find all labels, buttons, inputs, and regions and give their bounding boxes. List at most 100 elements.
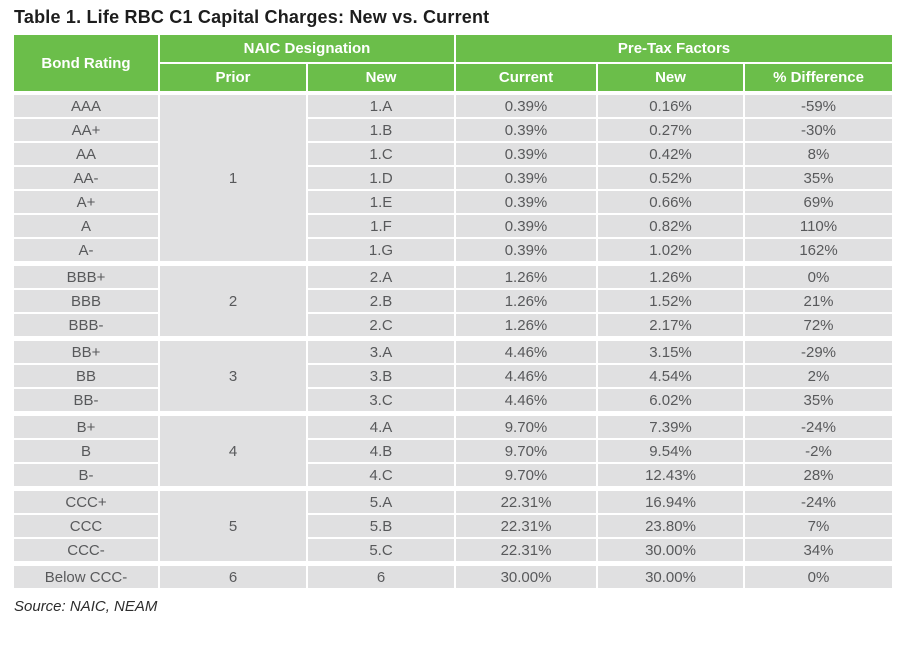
new-factor-cell: 3.15% [598, 338, 743, 363]
current-factor-cell: 0.39% [456, 93, 596, 117]
new-factor-cell: 1.26% [598, 263, 743, 288]
naic-new-cell: 5.B [308, 515, 454, 537]
new-factor-cell: 30.00% [598, 563, 743, 588]
pct-difference-cell: -29% [745, 338, 892, 363]
table-header: Bond Rating NAIC Designation Pre-Tax Fac… [14, 35, 892, 91]
pct-difference-cell: 110% [745, 215, 892, 237]
header-naic-new: New [308, 64, 454, 91]
bond-rating-cell: CCC- [14, 539, 158, 561]
pct-difference-cell: 2% [745, 365, 892, 387]
table-row: Below CCC- 6 6 30.00% 30.00% 0% [14, 563, 892, 588]
table-row: BBB- 2.C 1.26% 2.17% 72% [14, 314, 892, 336]
naic-new-cell: 2.C [308, 314, 454, 336]
naic-new-cell: 1.E [308, 191, 454, 213]
bond-rating-cell: Below CCC- [14, 563, 158, 588]
table-row: B 4.B 9.70% 9.54% -2% [14, 440, 892, 462]
bond-rating-cell: AA [14, 143, 158, 165]
new-factor-cell: 4.54% [598, 365, 743, 387]
table-row: BBB+ 2 2.A 1.26% 1.26% 0% [14, 263, 892, 336]
current-factor-cell: 9.70% [456, 464, 596, 486]
naic-new-cell: 2.B [308, 290, 454, 312]
header-naic-designation: NAIC Designation [160, 35, 454, 62]
current-factor-cell: 0.39% [456, 143, 596, 165]
table-row: BB+ 3 3.A 4.46% 3.15% -29% [14, 338, 892, 411]
header-prior: Prior [160, 64, 306, 91]
table-row: BB 3.B 4.46% 4.54% 2% [14, 365, 892, 387]
naic-new-cell: 4.C [308, 464, 454, 486]
pct-difference-cell: 34% [745, 539, 892, 561]
bond-rating-cell: B- [14, 464, 158, 486]
bond-rating-cell: B+ [14, 413, 158, 438]
table-title: Table 1. Life RBC C1 Capital Charges: Ne… [14, 7, 490, 27]
table-row: BB- 3.C 4.46% 6.02% 35% [14, 389, 892, 411]
pct-difference-cell: 21% [745, 290, 892, 312]
new-factor-cell: 0.16% [598, 93, 743, 117]
current-factor-cell: 22.31% [456, 515, 596, 537]
naic-new-cell: 4.A [308, 413, 454, 438]
bond-rating-cell: BB+ [14, 338, 158, 363]
current-factor-cell: 30.00% [456, 563, 596, 588]
pct-difference-cell: 72% [745, 314, 892, 336]
table-row: AA- 1.D 0.39% 0.52% 35% [14, 167, 892, 189]
header-pretax-factors: Pre-Tax Factors [456, 35, 892, 62]
naic-new-cell: 5.C [308, 539, 454, 561]
bond-rating-cell: A- [14, 239, 158, 261]
naic-new-cell: 1.A [308, 93, 454, 117]
pct-difference-cell: 7% [745, 515, 892, 537]
bond-rating-cell: BBB+ [14, 263, 158, 288]
new-factor-cell: 12.43% [598, 464, 743, 486]
current-factor-cell: 0.39% [456, 239, 596, 261]
bond-rating-cell: A [14, 215, 158, 237]
new-factor-cell: 0.66% [598, 191, 743, 213]
header-bond-rating: Bond Rating [14, 35, 158, 91]
naic-new-cell: 1.G [308, 239, 454, 261]
pct-difference-cell: 28% [745, 464, 892, 486]
table-row: CCC 5.B 22.31% 23.80% 7% [14, 515, 892, 537]
rbc-capital-charges-table: Bond Rating NAIC Designation Pre-Tax Fac… [12, 33, 894, 590]
current-factor-cell: 0.39% [456, 119, 596, 141]
naic-new-cell: 3.A [308, 338, 454, 363]
prior-designation-cell: 6 [160, 563, 306, 588]
naic-new-cell: 4.B [308, 440, 454, 462]
new-factor-cell: 1.02% [598, 239, 743, 261]
table-body: AAA 1 1.A 0.39% 0.16% -59% AA+ 1.B 0.39% 0.27% -30… [14, 93, 892, 588]
new-factor-cell: 0.82% [598, 215, 743, 237]
new-factor-cell: 6.02% [598, 389, 743, 411]
bond-rating-cell: BB [14, 365, 158, 387]
naic-new-cell: 2.A [308, 263, 454, 288]
current-factor-cell: 0.39% [456, 191, 596, 213]
source-note: Source: NAIC, NEAM [14, 598, 158, 615]
new-factor-cell: 7.39% [598, 413, 743, 438]
page: Table 1. Life RBC C1 Capital Charges: Ne… [12, 7, 894, 615]
header-row-sub: Prior New Current New % Difference [14, 64, 892, 91]
current-factor-cell: 1.26% [456, 314, 596, 336]
bond-rating-cell: AA- [14, 167, 158, 189]
pct-difference-cell: -59% [745, 93, 892, 117]
bond-rating-cell: BBB- [14, 314, 158, 336]
current-factor-cell: 1.26% [456, 263, 596, 288]
pct-difference-cell: 69% [745, 191, 892, 213]
new-factor-cell: 23.80% [598, 515, 743, 537]
new-factor-cell: 9.54% [598, 440, 743, 462]
bond-rating-cell: AAA [14, 93, 158, 117]
current-factor-cell: 4.46% [456, 338, 596, 363]
table-row: B- 4.C 9.70% 12.43% 28% [14, 464, 892, 486]
new-factor-cell: 30.00% [598, 539, 743, 561]
pct-difference-cell: 0% [745, 263, 892, 288]
prior-designation-cell: 3 [160, 338, 306, 411]
naic-new-cell: 1.B [308, 119, 454, 141]
naic-new-cell: 1.C [308, 143, 454, 165]
pct-difference-cell: -24% [745, 413, 892, 438]
pct-difference-cell: -30% [745, 119, 892, 141]
table-row: AAA 1 1.A 0.39% 0.16% -59% [14, 93, 892, 261]
header-current: Current [456, 64, 596, 91]
new-factor-cell: 16.94% [598, 488, 743, 513]
bond-rating-cell: AA+ [14, 119, 158, 141]
naic-new-cell: 3.C [308, 389, 454, 411]
table-row: CCC+ 5 5.A 22.31% 16.94% -24% [14, 488, 892, 561]
current-factor-cell: 0.39% [456, 215, 596, 237]
pct-difference-cell: -24% [745, 488, 892, 513]
current-factor-cell: 9.70% [456, 413, 596, 438]
bond-rating-cell: A+ [14, 191, 158, 213]
table-row: A+ 1.E 0.39% 0.66% 69% [14, 191, 892, 213]
